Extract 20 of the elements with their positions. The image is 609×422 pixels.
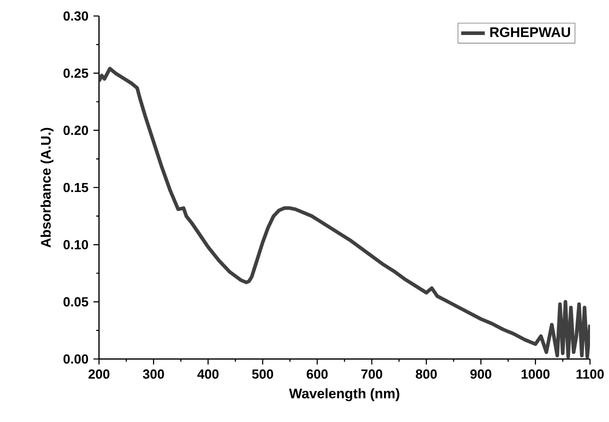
- y-tick-label: 0.10: [64, 240, 88, 250]
- y-tick-label: 0.25: [64, 68, 88, 78]
- x-tick-label: 900: [470, 369, 492, 379]
- x-tick-label: 700: [361, 369, 382, 379]
- x-tick-label: 200: [88, 369, 110, 379]
- y-tick-label: 0.30: [64, 11, 88, 21]
- x-tick-label: 400: [197, 369, 219, 379]
- y-axis-title: Absorbance (A.U.): [40, 128, 54, 248]
- x-tick-label: 1000: [522, 369, 550, 379]
- x-axis-title: Wavelength (nm): [289, 388, 400, 402]
- legend-label: RGHEPWAU: [490, 27, 570, 38]
- x-tick-label: 800: [416, 369, 437, 379]
- y-tick-label: 0.00: [64, 354, 88, 364]
- y-tick-label: 0.05: [64, 297, 88, 306]
- y-tick-label: 0.15: [64, 182, 88, 192]
- x-tick-label: 300: [142, 369, 164, 379]
- x-tick-label: 600: [306, 369, 328, 379]
- x-tick-label: 500: [252, 369, 274, 379]
- x-tick-label: 1100: [576, 369, 604, 379]
- y-tick-label: 0.20: [64, 126, 88, 135]
